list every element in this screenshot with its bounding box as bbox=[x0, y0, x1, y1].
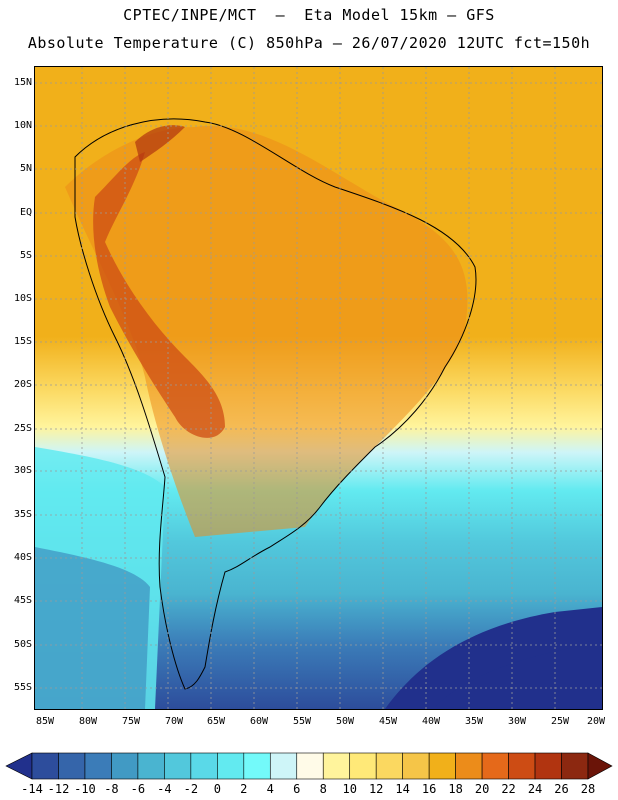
lon-label: 30W bbox=[507, 716, 527, 727]
colorbar-swatch bbox=[296, 752, 324, 780]
colorbar-tick-label: -14 bbox=[21, 782, 43, 796]
colorbar-tick-label: 22 bbox=[501, 782, 516, 796]
lat-label: 5N bbox=[19, 163, 32, 174]
colorbar-swatch bbox=[217, 752, 245, 780]
lat-label: 55S bbox=[13, 682, 32, 693]
colorbar-swatch bbox=[481, 752, 509, 780]
colorbar-tick-label: 14 bbox=[395, 782, 410, 796]
lat-label: 10N bbox=[13, 120, 32, 131]
lat-label: 25S bbox=[13, 423, 32, 434]
colorbar-swatch bbox=[534, 752, 562, 780]
colorbar-tick-label: -8 bbox=[104, 782, 119, 796]
colorbar bbox=[5, 752, 613, 780]
map-title-line-2: Absolute Temperature (C) 850hPa – 26/07/… bbox=[27, 34, 591, 52]
colorbar-arrow-right bbox=[587, 752, 613, 780]
lon-label: 50W bbox=[335, 716, 355, 727]
lat-label: 40S bbox=[13, 552, 32, 563]
lat-label: 35S bbox=[13, 509, 32, 520]
lon-label: 65W bbox=[206, 716, 226, 727]
lat-label: 5S bbox=[19, 250, 32, 261]
colorbar-swatch bbox=[58, 752, 86, 780]
colorbar-swatch bbox=[269, 752, 298, 780]
lon-label: 85W bbox=[35, 716, 55, 727]
colorbar-swatch bbox=[190, 752, 218, 780]
lat-label: 15N bbox=[13, 77, 32, 88]
colorbar-tick-label: -6 bbox=[130, 782, 146, 796]
colorbar-tick-label: 16 bbox=[421, 782, 437, 796]
colorbar-swatch bbox=[31, 752, 59, 780]
colorbar-swatch bbox=[455, 752, 483, 780]
lat-label: 45S bbox=[13, 595, 32, 606]
lon-label: 70W bbox=[164, 716, 184, 727]
colorbar-swatch bbox=[508, 752, 536, 780]
colorbar-tick-label: 0 bbox=[213, 782, 221, 796]
colorbar-tick-label: -2 bbox=[183, 782, 199, 796]
colorbar-tick-label: 28 bbox=[580, 782, 596, 796]
colorbar-swatch bbox=[84, 752, 112, 780]
north-warm bbox=[135, 125, 185, 162]
lon-label: 75W bbox=[121, 716, 141, 727]
lon-label: 40W bbox=[421, 716, 441, 727]
colorbar-tick-label: 18 bbox=[448, 782, 463, 796]
colorbar-tick-label: 12 bbox=[368, 782, 384, 796]
colorbar-arrow-left bbox=[5, 752, 33, 780]
colorbar-tick-label: 4 bbox=[266, 782, 274, 796]
lon-label: 20W bbox=[586, 716, 606, 727]
colorbar-tick-label: 2 bbox=[240, 782, 248, 796]
lon-label: 80W bbox=[78, 716, 98, 727]
continental-warm bbox=[65, 125, 468, 538]
colorbar-tick-label: 8 bbox=[319, 782, 327, 796]
colorbar-tick-label: 6 bbox=[293, 782, 301, 796]
lon-label: 55W bbox=[292, 716, 312, 727]
colorbar-tick-label: -12 bbox=[47, 782, 70, 796]
colorbar-swatch bbox=[428, 752, 456, 780]
colorbar-swatch bbox=[349, 752, 377, 780]
colorbar-tick-label: 24 bbox=[527, 782, 543, 796]
lat-label: 20S bbox=[13, 379, 32, 390]
colorbar-tick-label: 20 bbox=[474, 782, 490, 796]
lon-label: 35W bbox=[464, 716, 484, 727]
colorbar-swatch bbox=[164, 752, 192, 780]
temperature-field bbox=[35, 67, 602, 709]
temperature-map bbox=[34, 66, 603, 710]
colorbar-swatch bbox=[322, 752, 351, 780]
pacific-colder bbox=[35, 547, 150, 709]
cold-core-inner bbox=[435, 642, 602, 709]
colorbar-swatch bbox=[243, 752, 271, 780]
colorbar-swatch bbox=[402, 752, 430, 780]
lon-label: 60W bbox=[249, 716, 269, 727]
graticule bbox=[35, 67, 602, 709]
lat-label: EQ bbox=[19, 207, 32, 218]
lat-label: 30S bbox=[13, 465, 32, 476]
lat-label: 50S bbox=[13, 639, 32, 650]
colorbar-tick-label: 10 bbox=[342, 782, 357, 796]
lat-label: 10S bbox=[13, 293, 32, 304]
colorbar-tick-label: -4 bbox=[157, 782, 172, 796]
colorbar-tick-label: 26 bbox=[554, 782, 569, 796]
coastline bbox=[74, 118, 477, 690]
lon-label: 45W bbox=[378, 716, 398, 727]
colorbar-swatch bbox=[111, 752, 139, 780]
andes-warm bbox=[93, 152, 225, 438]
colorbar-swatch bbox=[137, 752, 165, 780]
lat-label: 15S bbox=[13, 336, 32, 347]
lon-label: 25W bbox=[550, 716, 570, 727]
map-title-line-1: CPTEC/INPE/MCT – Eta Model 15km – GFS bbox=[123, 6, 495, 24]
colorbar-swatch bbox=[561, 752, 589, 780]
colorbar-tick-label: -10 bbox=[74, 782, 96, 796]
colorbar-swatch bbox=[375, 752, 403, 780]
